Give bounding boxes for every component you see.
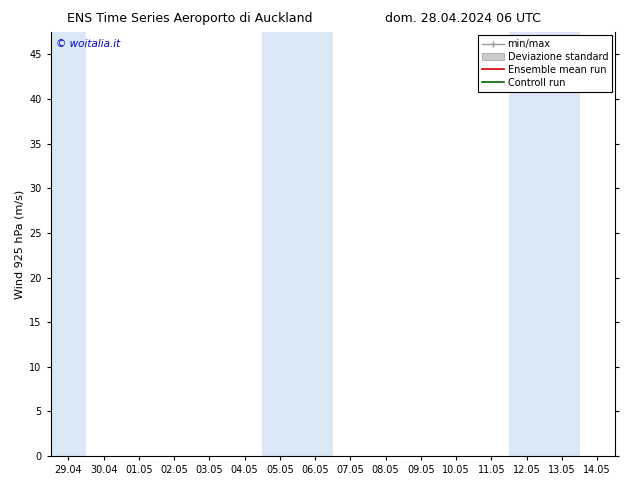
Text: © woitalia.it: © woitalia.it xyxy=(56,39,120,49)
Legend: min/max, Deviazione standard, Ensemble mean run, Controll run: min/max, Deviazione standard, Ensemble m… xyxy=(479,35,612,92)
Bar xyxy=(509,32,579,456)
Bar xyxy=(262,32,333,456)
Bar xyxy=(51,32,86,456)
Text: dom. 28.04.2024 06 UTC: dom. 28.04.2024 06 UTC xyxy=(385,12,541,25)
Text: ENS Time Series Aeroporto di Auckland: ENS Time Series Aeroporto di Auckland xyxy=(67,12,313,25)
Y-axis label: Wind 925 hPa (m/s): Wind 925 hPa (m/s) xyxy=(15,190,25,299)
